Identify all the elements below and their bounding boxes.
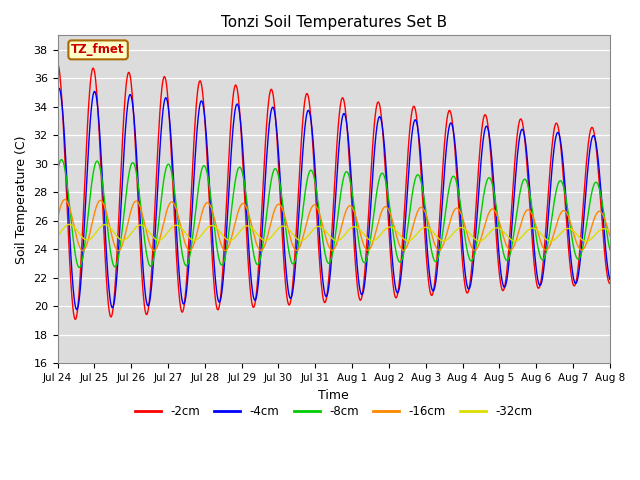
Title: Tonzi Soil Temperatures Set B: Tonzi Soil Temperatures Set B	[221, 15, 447, 30]
Legend: -2cm, -4cm, -8cm, -16cm, -32cm: -2cm, -4cm, -8cm, -16cm, -32cm	[131, 401, 537, 423]
X-axis label: Time: Time	[318, 389, 349, 402]
Text: TZ_fmet: TZ_fmet	[71, 43, 125, 56]
Y-axis label: Soil Temperature (C): Soil Temperature (C)	[15, 135, 28, 264]
